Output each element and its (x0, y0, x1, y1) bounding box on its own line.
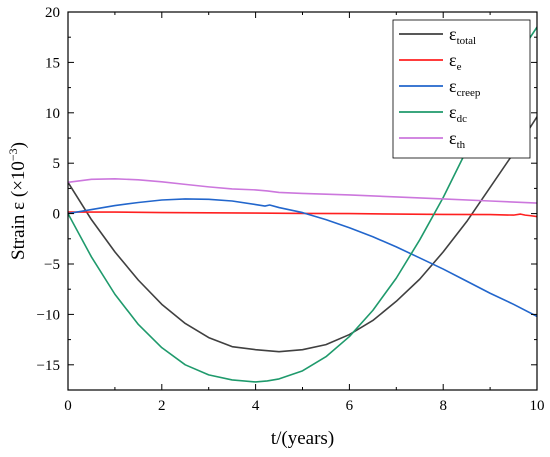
x-tick-label: 0 (64, 398, 72, 414)
y-tick-label: −5 (44, 257, 60, 273)
y-axis-title-close: ) (8, 142, 29, 148)
series-line-total (68, 116, 537, 353)
legend-box (392, 19, 531, 159)
series-line-th (68, 178, 537, 204)
x-tick-label: 2 (158, 398, 166, 414)
x-axis-title: t/(years) (271, 428, 334, 449)
y-tick-label: 0 (53, 207, 61, 223)
x-tick-label: 8 (439, 398, 447, 414)
legend-subscript: dc (457, 113, 468, 125)
y-axis-title: Strain ε (×10−3) (6, 142, 29, 260)
series-line-creep (68, 198, 537, 318)
legend-subscript: total (457, 35, 477, 47)
legend-subscript: e (457, 61, 462, 73)
legend-subscript: th (457, 139, 466, 151)
legend-label-e: εe (449, 50, 462, 73)
x-tick-label: 6 (346, 398, 354, 414)
y-axis-title-main: Strain ε (×10 (8, 161, 29, 260)
plot-area (68, 26, 537, 383)
series-line-dc (68, 26, 537, 383)
legend-symbol: ε (449, 76, 457, 96)
legend-label-creep: εcreep (449, 76, 481, 99)
y-tick-label: 5 (53, 156, 61, 172)
legend-symbol: ε (449, 24, 457, 44)
x-tick-label: 10 (530, 398, 545, 414)
legend-subscript: creep (457, 87, 481, 99)
y-tick-label: 15 (45, 55, 60, 71)
y-tick-label: 10 (45, 106, 60, 122)
legend-symbol: ε (449, 128, 457, 148)
axes: 0 2 4 6 8 10 −15 −10 −5 0 5 10 15 20 t/(years) Strain ε… (6, 5, 545, 449)
legend-symbol: ε (449, 102, 457, 122)
legend-label-dc: εdc (449, 102, 467, 125)
x-tick-label: 4 (252, 398, 260, 414)
legend-label-total: εtotal (449, 24, 476, 47)
y-axis-title-exponent: −3 (6, 148, 20, 161)
y-tick-label: 20 (45, 5, 60, 21)
legend-symbol: ε (449, 50, 457, 70)
legend-label-th: εth (449, 128, 466, 151)
y-tick-label: −15 (37, 358, 60, 374)
series-line-e (68, 211, 537, 218)
y-tick-label: −10 (37, 307, 60, 323)
